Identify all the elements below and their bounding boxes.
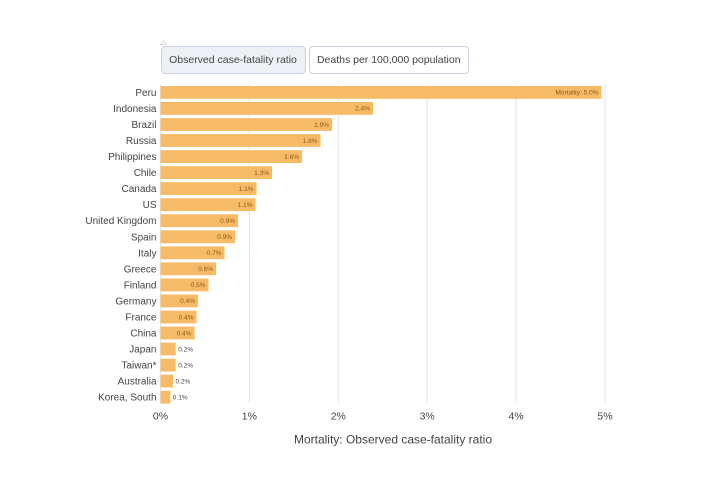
svg-text:0.6%: 0.6% <box>198 266 213 273</box>
svg-text:5%: 5% <box>597 411 612 423</box>
svg-text:Brazil: Brazil <box>131 120 156 131</box>
svg-text:France: France <box>125 313 157 324</box>
svg-text:Canada: Canada <box>121 184 156 195</box>
svg-text:Philippines: Philippines <box>108 152 156 163</box>
svg-text:4%: 4% <box>509 411 524 423</box>
svg-text:Taiwan*: Taiwan* <box>121 361 156 372</box>
svg-text:Mortality: Observed case-fatal: Mortality: Observed case-fatality ratio <box>294 433 492 447</box>
svg-text:0.1%: 0.1% <box>173 395 188 402</box>
svg-text:1.9%: 1.9% <box>314 122 329 129</box>
svg-text:0.7%: 0.7% <box>207 250 222 257</box>
svg-text:China: China <box>130 329 157 340</box>
svg-text:0.4%: 0.4% <box>180 298 195 305</box>
svg-text:1.3%: 1.3% <box>254 170 269 177</box>
svg-text:0.9%: 0.9% <box>220 218 235 225</box>
svg-text:3%: 3% <box>420 411 435 423</box>
svg-text:1.1%: 1.1% <box>238 202 253 209</box>
svg-text:Peru: Peru <box>135 88 156 99</box>
svg-text:0.4%: 0.4% <box>177 330 192 337</box>
svg-text:Italy: Italy <box>138 248 156 259</box>
svg-text:0.9%: 0.9% <box>217 234 232 241</box>
svg-text:Russia: Russia <box>126 136 157 147</box>
svg-text:Japan: Japan <box>129 345 156 356</box>
svg-text:Korea, South: Korea, South <box>98 393 156 404</box>
svg-text:0.5%: 0.5% <box>191 282 206 289</box>
svg-text:0.2%: 0.2% <box>178 346 193 353</box>
svg-text:Mortality: 5.0%: Mortality: 5.0% <box>556 90 599 97</box>
svg-text:1.6%: 1.6% <box>284 154 299 161</box>
svg-text:Greece: Greece <box>124 264 157 275</box>
svg-text:0%: 0% <box>153 411 168 423</box>
svg-text:1.1%: 1.1% <box>239 186 254 193</box>
svg-text:1.8%: 1.8% <box>303 138 318 145</box>
svg-text:Chile: Chile <box>134 168 157 179</box>
svg-text:Australia: Australia <box>118 377 157 388</box>
svg-text:United Kingdom: United Kingdom <box>85 216 156 227</box>
svg-text:Finland: Finland <box>124 280 157 291</box>
svg-text:0.2%: 0.2% <box>178 362 193 369</box>
svg-text:Indonesia: Indonesia <box>113 104 157 115</box>
svg-text:2.4%: 2.4% <box>355 106 370 113</box>
svg-text:1%: 1% <box>242 411 257 423</box>
svg-text:US: US <box>143 200 157 211</box>
svg-text:Spain: Spain <box>131 232 157 243</box>
svg-text:0.2%: 0.2% <box>176 378 191 385</box>
svg-text:0.4%: 0.4% <box>179 314 194 321</box>
svg-text:Germany: Germany <box>115 296 156 307</box>
svg-text:2%: 2% <box>331 411 346 423</box>
